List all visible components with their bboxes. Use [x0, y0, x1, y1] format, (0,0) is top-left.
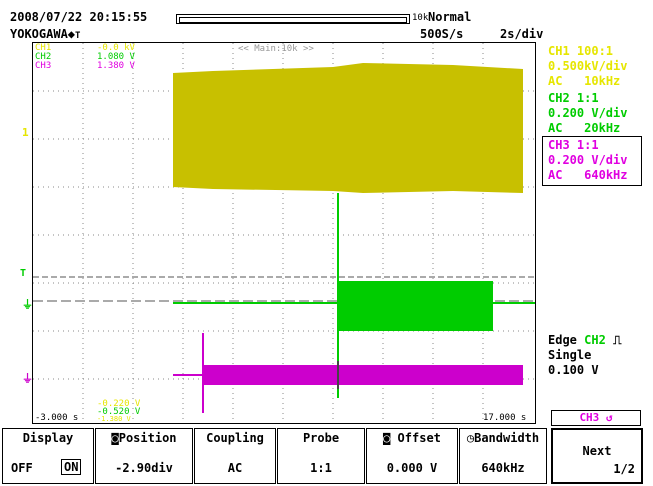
trigger-mode-single: Single: [548, 348, 592, 362]
record-length: 10k: [412, 13, 429, 23]
position-value: -2.90div: [115, 461, 173, 475]
next-page: 1/2: [613, 462, 635, 476]
bandwidth-value: 640kHz: [481, 461, 525, 475]
ch2-title: CH2 1:1: [548, 91, 599, 105]
ch3-title: CH3 1:1: [548, 138, 599, 152]
trigger-mode: Normal: [428, 10, 472, 24]
next-softkey[interactable]: Next 1/2: [551, 428, 643, 484]
coupling-value: AC: [227, 461, 243, 475]
ch2-coupling: AC 20kHz: [548, 121, 621, 135]
rising-falling-edge-icon: ⎍: [613, 333, 622, 347]
probe-title: Probe: [302, 431, 340, 445]
sample-rate: 500S/s: [420, 27, 464, 41]
ch2-value: 1.080 V: [97, 52, 135, 62]
knob-icon: ◙: [383, 431, 391, 445]
ch2-trace: [338, 281, 493, 331]
offset-title: ◙ Offset: [383, 431, 441, 445]
knob-icon: ◙: [111, 431, 119, 445]
cursor-value-1: -0.220 V: [97, 399, 141, 409]
position-softkey[interactable]: ◙Position -2.90div: [95, 428, 193, 484]
diamond-icon: ◆: [67, 27, 76, 41]
ch1-label: CH1: [35, 43, 52, 53]
ch1-scale: 0.500kV/div: [548, 59, 628, 73]
ch3-selected-box[interactable]: [542, 136, 642, 186]
offset-softkey[interactable]: ◙ Offset 0.000 V: [366, 428, 458, 484]
trigger-level: 0.100 V: [548, 363, 599, 377]
trigger-type: Edge CH2 ⎍: [548, 333, 622, 347]
display-title: Display: [22, 431, 74, 445]
ch2-scale: 0.200 V/div: [548, 106, 628, 120]
display-softkey[interactable]: Display OFF ON: [2, 428, 94, 484]
trigger-level-marker: T: [20, 268, 27, 279]
waveform-display[interactable]: CH1 CH2 CH3 -0.0 kV 1.080 V 1.380 V << M…: [32, 42, 536, 424]
rotary-knob-icon: ↺: [605, 411, 613, 424]
ch3-scale: 0.200 V/div: [548, 153, 628, 167]
display-on: ON: [61, 459, 82, 475]
offset-value: 0.000 V: [386, 461, 438, 475]
brand-logo: YOKOGAWA◆T: [10, 27, 81, 41]
softkey-bar: Display OFF ON ◙Position -2.90div Coupli…: [0, 428, 653, 486]
time-start: -3.000 s: [35, 413, 79, 423]
ch1-value: -0.0 kV: [97, 43, 135, 53]
ch3-trace: [203, 365, 523, 385]
ch1-coupling: AC 10kHz: [548, 74, 621, 88]
bandwidth-title: ◷Bandwidth: [466, 431, 540, 445]
bandwidth-softkey[interactable]: ◷Bandwidth 640kHz: [459, 428, 547, 484]
probe-value: 1:1: [310, 461, 332, 475]
zoom-label: << Main:10k >>: [238, 44, 314, 54]
display-off: OFF: [11, 461, 33, 475]
ch3-coupling: AC 640kHz: [548, 168, 628, 182]
next-title: Next: [582, 444, 612, 458]
coupling-softkey[interactable]: Coupling AC: [194, 428, 276, 484]
time-div: 2s/div: [500, 27, 544, 41]
datetime: 2008/07/22 20:15:55: [10, 10, 148, 24]
cursor-value-2: -0.520 V: [97, 407, 141, 417]
ch2-label: CH2: [35, 52, 52, 62]
ch2-ground-marker: ⏚: [22, 298, 33, 311]
ch3-ground-marker: ⏚: [22, 372, 33, 385]
brand-text: YOKOGAWA: [10, 27, 68, 41]
coupling-title: Coupling: [206, 431, 264, 445]
active-channel-tab[interactable]: CH3 ↺: [551, 410, 641, 426]
waveform-svg: [33, 43, 535, 423]
ch1-trace: [173, 63, 523, 193]
record-bar: [176, 14, 410, 24]
ch3-label: CH3: [35, 61, 52, 71]
rotary-knob-icon: ◷: [466, 431, 475, 445]
cursor-value-3: -1.380 V: [97, 415, 131, 423]
probe-softkey[interactable]: Probe 1:1: [277, 428, 365, 484]
time-end: 17.000 s: [483, 413, 527, 423]
ch1-ground-marker: 1: [22, 126, 29, 139]
ch1-title: CH1 100:1: [548, 44, 614, 58]
ch3-value: 1.380 V: [97, 61, 135, 71]
position-title: ◙Position: [111, 431, 177, 445]
